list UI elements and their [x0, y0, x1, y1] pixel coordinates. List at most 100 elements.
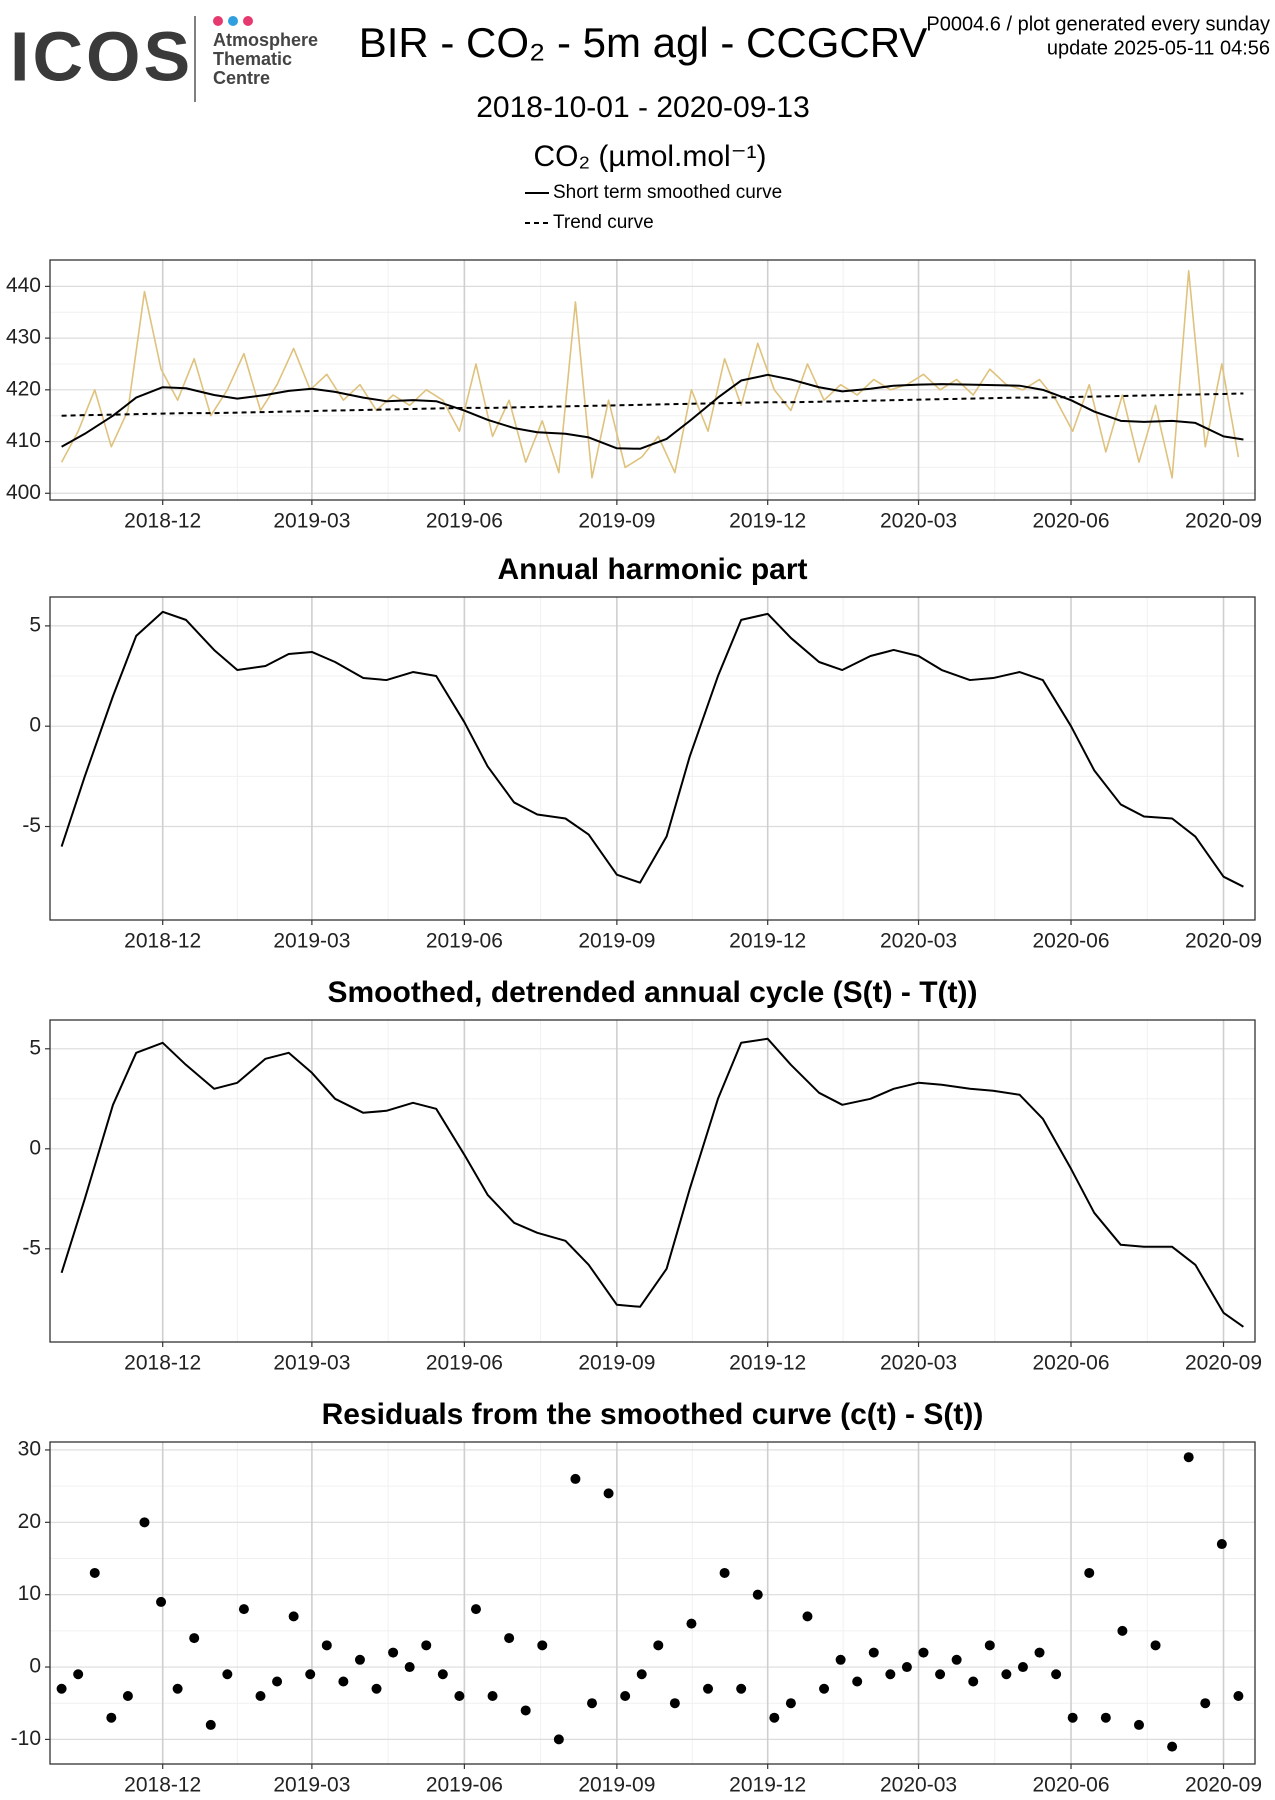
point	[1100, 1712, 1111, 1723]
x-tick-label: 2019-03	[273, 1352, 350, 1375]
x-tick-label: 2020-03	[880, 510, 957, 533]
plot-frame	[49, 1019, 1256, 1343]
x-tick-label: 2020-09	[1185, 930, 1262, 953]
point	[935, 1669, 946, 1680]
y-tick-label: 440	[6, 274, 41, 297]
x-tick-label: 2019-03	[273, 1774, 350, 1797]
point	[504, 1633, 515, 1644]
point	[1001, 1669, 1012, 1680]
point	[669, 1698, 680, 1709]
x-tick-label: 2020-03	[880, 1774, 957, 1797]
y-tick-label: 10	[18, 1582, 41, 1605]
x-tick-label: 2020-06	[1032, 930, 1109, 953]
point	[156, 1596, 167, 1607]
point	[769, 1712, 780, 1723]
point	[719, 1567, 730, 1578]
x-tick-label: 2018-12	[124, 1352, 201, 1375]
point	[388, 1647, 399, 1658]
point	[437, 1669, 448, 1680]
point	[338, 1676, 349, 1687]
panel: Smoothed, detrended annual cycle (S(t) -…	[22, 976, 1262, 1375]
x-tick-label: 2020-09	[1185, 1352, 1262, 1375]
point	[354, 1654, 365, 1665]
header: ICOS Atmosphere Thematic Centre BIR - CO…	[10, 13, 1270, 173]
x-tick-label: 2020-06	[1032, 1774, 1109, 1797]
point	[1133, 1719, 1144, 1730]
y-tick-label: 430	[6, 326, 41, 349]
y-tick-label: 0	[29, 714, 41, 737]
point	[1017, 1662, 1028, 1673]
plot-frame	[49, 596, 1256, 921]
logo-dot	[243, 16, 253, 26]
x-tick-label: 2019-06	[426, 930, 503, 953]
point	[189, 1633, 200, 1644]
y-tick-label: -10	[11, 1727, 41, 1750]
plot-frame	[49, 1441, 1256, 1765]
y-tick-label: 410	[6, 429, 41, 452]
line-series	[60, 610, 1244, 888]
x-tick-label: 2019-03	[273, 930, 350, 953]
point	[570, 1473, 581, 1484]
point	[1084, 1567, 1095, 1578]
point	[454, 1690, 465, 1701]
plot-frame	[49, 259, 1256, 501]
point	[703, 1683, 714, 1694]
point	[537, 1640, 548, 1651]
point	[802, 1611, 813, 1622]
point	[371, 1683, 382, 1694]
legend-item: Short term smoothed curve	[525, 182, 782, 203]
line-series	[61, 392, 1244, 417]
x-tick-label: 2019-09	[578, 510, 655, 533]
y-tick-label: 400	[6, 481, 41, 504]
panel-title: Smoothed, detrended annual cycle (S(t) -…	[327, 976, 977, 1009]
legend-label: Short term smoothed curve	[553, 182, 782, 203]
point	[686, 1618, 697, 1629]
point	[553, 1734, 564, 1745]
y-tick-label: 420	[6, 377, 41, 400]
point	[1067, 1712, 1078, 1723]
point	[139, 1517, 150, 1528]
point	[868, 1647, 879, 1658]
y-tick-label: 5	[29, 1036, 41, 1059]
x-tick-label: 2018-12	[124, 1774, 201, 1797]
point	[238, 1604, 249, 1615]
point	[288, 1611, 299, 1622]
panel: 400 410 420 430 440 2018-12 2019-03 2019-06 2019…	[6, 259, 1262, 533]
point	[785, 1698, 796, 1709]
point	[835, 1654, 846, 1665]
point	[951, 1654, 962, 1665]
x-tick-label: 2020-06	[1032, 1352, 1109, 1375]
y-tick-label: -5	[22, 814, 41, 837]
logo-dot	[228, 16, 238, 26]
point	[421, 1640, 432, 1651]
point	[172, 1683, 183, 1694]
x-tick-label: 2019-06	[426, 1352, 503, 1375]
y-tick-label: -5	[22, 1236, 41, 1259]
x-tick-label: 2019-12	[729, 1774, 806, 1797]
legend-label: Trend curve	[553, 212, 654, 233]
panel-title: Annual harmonic part	[497, 553, 807, 586]
point	[56, 1683, 67, 1694]
point	[122, 1690, 133, 1701]
logo: ICOS	[10, 17, 193, 95]
point	[653, 1640, 664, 1651]
x-tick-label: 2018-12	[124, 510, 201, 533]
point	[1150, 1640, 1161, 1651]
point	[885, 1669, 896, 1680]
x-tick-label: 2019-06	[426, 510, 503, 533]
point	[1200, 1698, 1211, 1709]
point	[587, 1698, 598, 1709]
point	[901, 1662, 912, 1673]
x-tick-label: 2020-03	[880, 1352, 957, 1375]
point	[1117, 1625, 1128, 1636]
x-tick-label: 2019-09	[578, 1352, 655, 1375]
x-tick-label: 2020-09	[1185, 510, 1262, 533]
x-tick-label: 2020-06	[1032, 510, 1109, 533]
y-tick-label: 20	[18, 1510, 41, 1533]
point	[470, 1604, 481, 1615]
point	[255, 1690, 266, 1701]
point	[106, 1712, 117, 1723]
x-tick-label: 2019-12	[729, 510, 806, 533]
y-axis-label: CO₂ (µmol.mol⁻¹)	[533, 140, 766, 173]
